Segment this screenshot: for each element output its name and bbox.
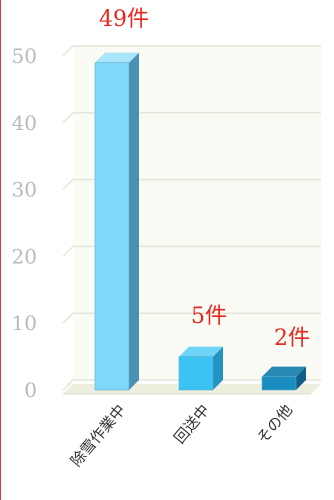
y-axis-ticks: 0 10 20 30 40 50 <box>12 44 37 402</box>
gridline <box>62 379 321 391</box>
bar-top <box>262 366 306 377</box>
data-label: 2件 <box>274 326 310 351</box>
bar-front <box>178 356 214 391</box>
category-label: 回送中 <box>170 401 213 447</box>
data-label: 49件 <box>99 7 149 32</box>
bar-top <box>179 346 223 357</box>
y-tick-label: 20 <box>12 244 37 268</box>
bar <box>261 366 306 391</box>
bars <box>94 52 306 391</box>
y-tick-label: 10 <box>12 311 37 335</box>
data-labels: 49件 5件 2件 <box>99 7 310 351</box>
bar-front <box>94 62 130 391</box>
gridline <box>62 178 321 191</box>
category-label: 除雪作業中 <box>67 401 129 470</box>
bar-top <box>95 52 139 63</box>
gridline <box>62 45 321 57</box>
y-tick-label: 30 <box>12 178 37 202</box>
bar <box>94 52 139 391</box>
gridlines <box>62 45 321 391</box>
x-axis-categories: 除雪作業中 回送中 その他 <box>67 401 296 470</box>
y-tick-label: 50 <box>12 44 37 68</box>
category-label: その他 <box>253 401 296 447</box>
bar-side <box>129 52 139 391</box>
y-tick-label: 0 <box>24 378 37 402</box>
bar <box>178 346 223 391</box>
gridline <box>62 245 321 257</box>
bar-front <box>261 376 297 391</box>
bar-side <box>213 346 223 390</box>
bar-side <box>296 366 306 390</box>
data-label: 5件 <box>191 304 227 329</box>
y-tick-label: 40 <box>12 111 37 135</box>
gridline <box>62 312 321 324</box>
gridline <box>62 112 321 124</box>
